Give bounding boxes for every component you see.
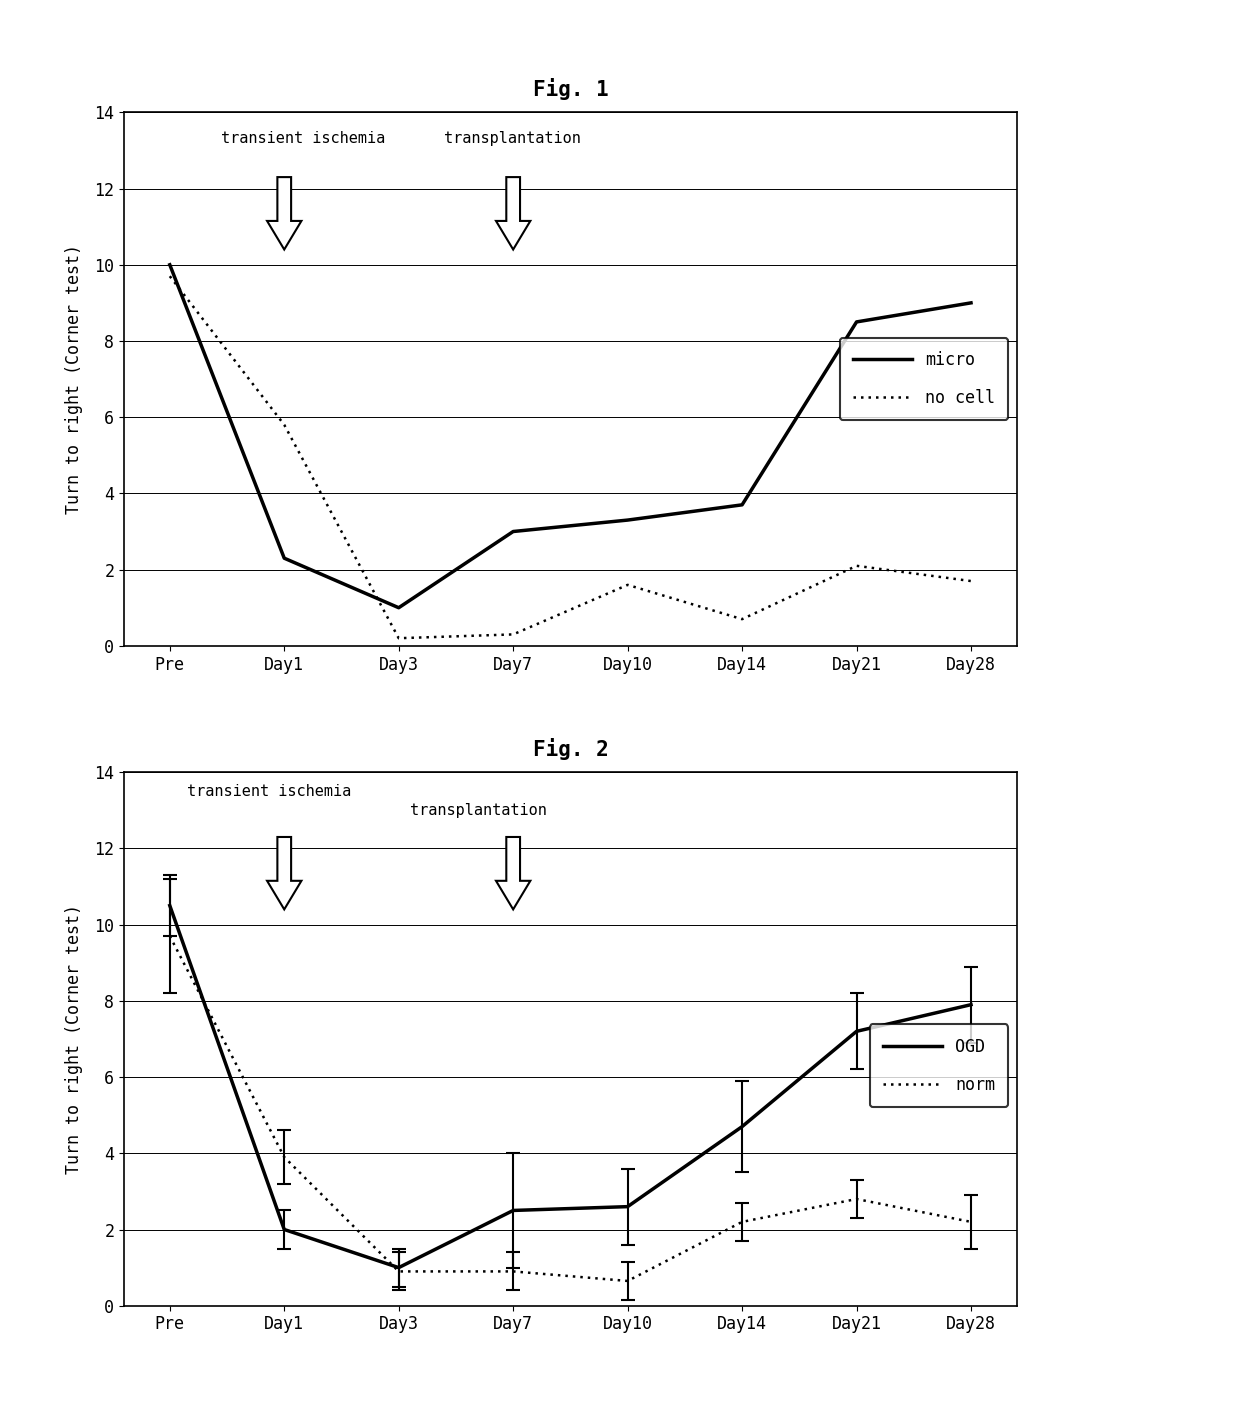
Polygon shape (267, 177, 301, 250)
Title: Fig. 2: Fig. 2 (532, 737, 609, 760)
Title: Fig. 1: Fig. 1 (532, 77, 609, 100)
Legend: micro, no cell: micro, no cell (841, 338, 1008, 420)
Text: transient ischemia: transient ischemia (221, 132, 386, 146)
Text: transient ischemia: transient ischemia (187, 783, 351, 799)
Y-axis label: Turn to right (Corner test): Turn to right (Corner test) (66, 244, 83, 514)
Text: transplantation: transplantation (444, 132, 582, 146)
Polygon shape (496, 837, 531, 910)
Polygon shape (496, 177, 531, 250)
Polygon shape (267, 837, 301, 910)
Text: transplantation: transplantation (410, 803, 547, 817)
Y-axis label: Turn to right (Corner test): Turn to right (Corner test) (66, 904, 83, 1174)
Legend: OGD, norm: OGD, norm (870, 1025, 1008, 1106)
